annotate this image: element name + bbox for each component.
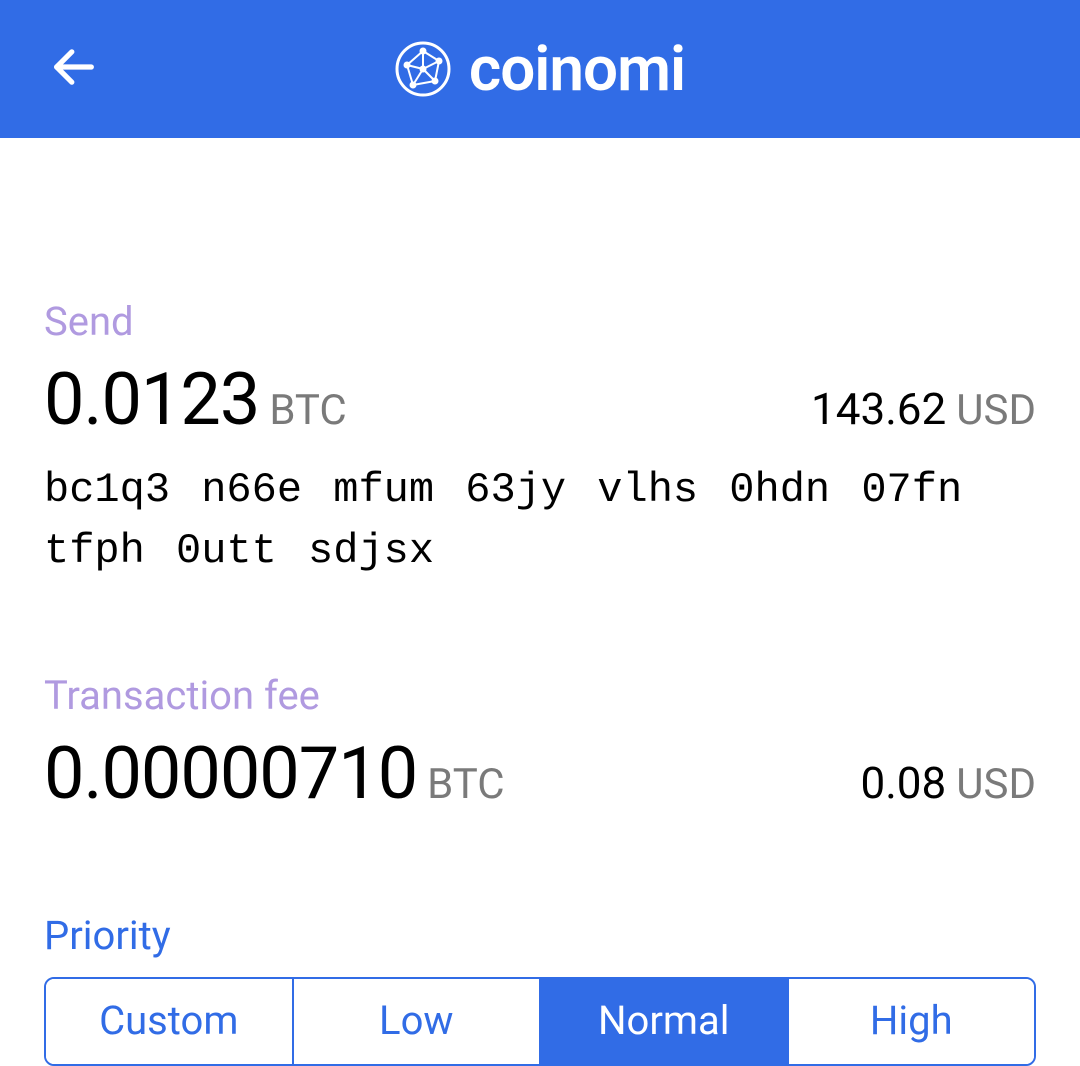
send-amount-unit: BTC	[269, 386, 346, 435]
send-fiat: 143.62 USD	[811, 383, 1036, 435]
brand-logo-icon	[395, 41, 451, 97]
app-header: coinomi	[0, 0, 1080, 138]
fee-fiat-unit: USD	[956, 760, 1036, 809]
fee-fiat: 0.08 USD	[860, 757, 1036, 809]
priority-option-custom[interactable]: Custom	[46, 979, 292, 1064]
send-amount: 0.0123	[44, 357, 259, 442]
fee-amount-row: 0.00000710 BTC 0.08 USD	[44, 731, 1036, 816]
send-amount-left: 0.0123 BTC	[44, 357, 347, 442]
fee-fiat-value: 0.08	[860, 757, 946, 809]
priority-option-normal[interactable]: Normal	[539, 979, 787, 1064]
fee-amount-unit: BTC	[427, 760, 504, 809]
arrow-left-icon	[48, 41, 100, 93]
send-amount-row: 0.0123 BTC 143.62 USD	[44, 357, 1036, 442]
fee-label: Transaction fee	[44, 672, 1036, 719]
priority-option-low[interactable]: Low	[292, 979, 540, 1064]
priority-option-high[interactable]: High	[787, 979, 1035, 1064]
fee-amount: 0.00000710	[44, 731, 417, 816]
priority-label: Priority	[44, 912, 1036, 959]
brand-name: coinomi	[469, 33, 685, 106]
recipient-address: bc1q3 n66e mfum 63jy vlhs 0hdn 07fn tfph…	[44, 460, 1036, 582]
fee-amount-left: 0.00000710 BTC	[44, 731, 505, 816]
send-fiat-unit: USD	[956, 386, 1036, 435]
priority-segmented-control: Custom Low Normal High	[44, 977, 1036, 1066]
send-label: Send	[44, 298, 1036, 345]
send-fiat-value: 143.62	[811, 383, 946, 435]
main-content: Send 0.0123 BTC 143.62 USD bc1q3 n66e mf…	[0, 298, 1080, 1066]
back-button[interactable]	[48, 41, 100, 97]
brand: coinomi	[395, 33, 685, 106]
